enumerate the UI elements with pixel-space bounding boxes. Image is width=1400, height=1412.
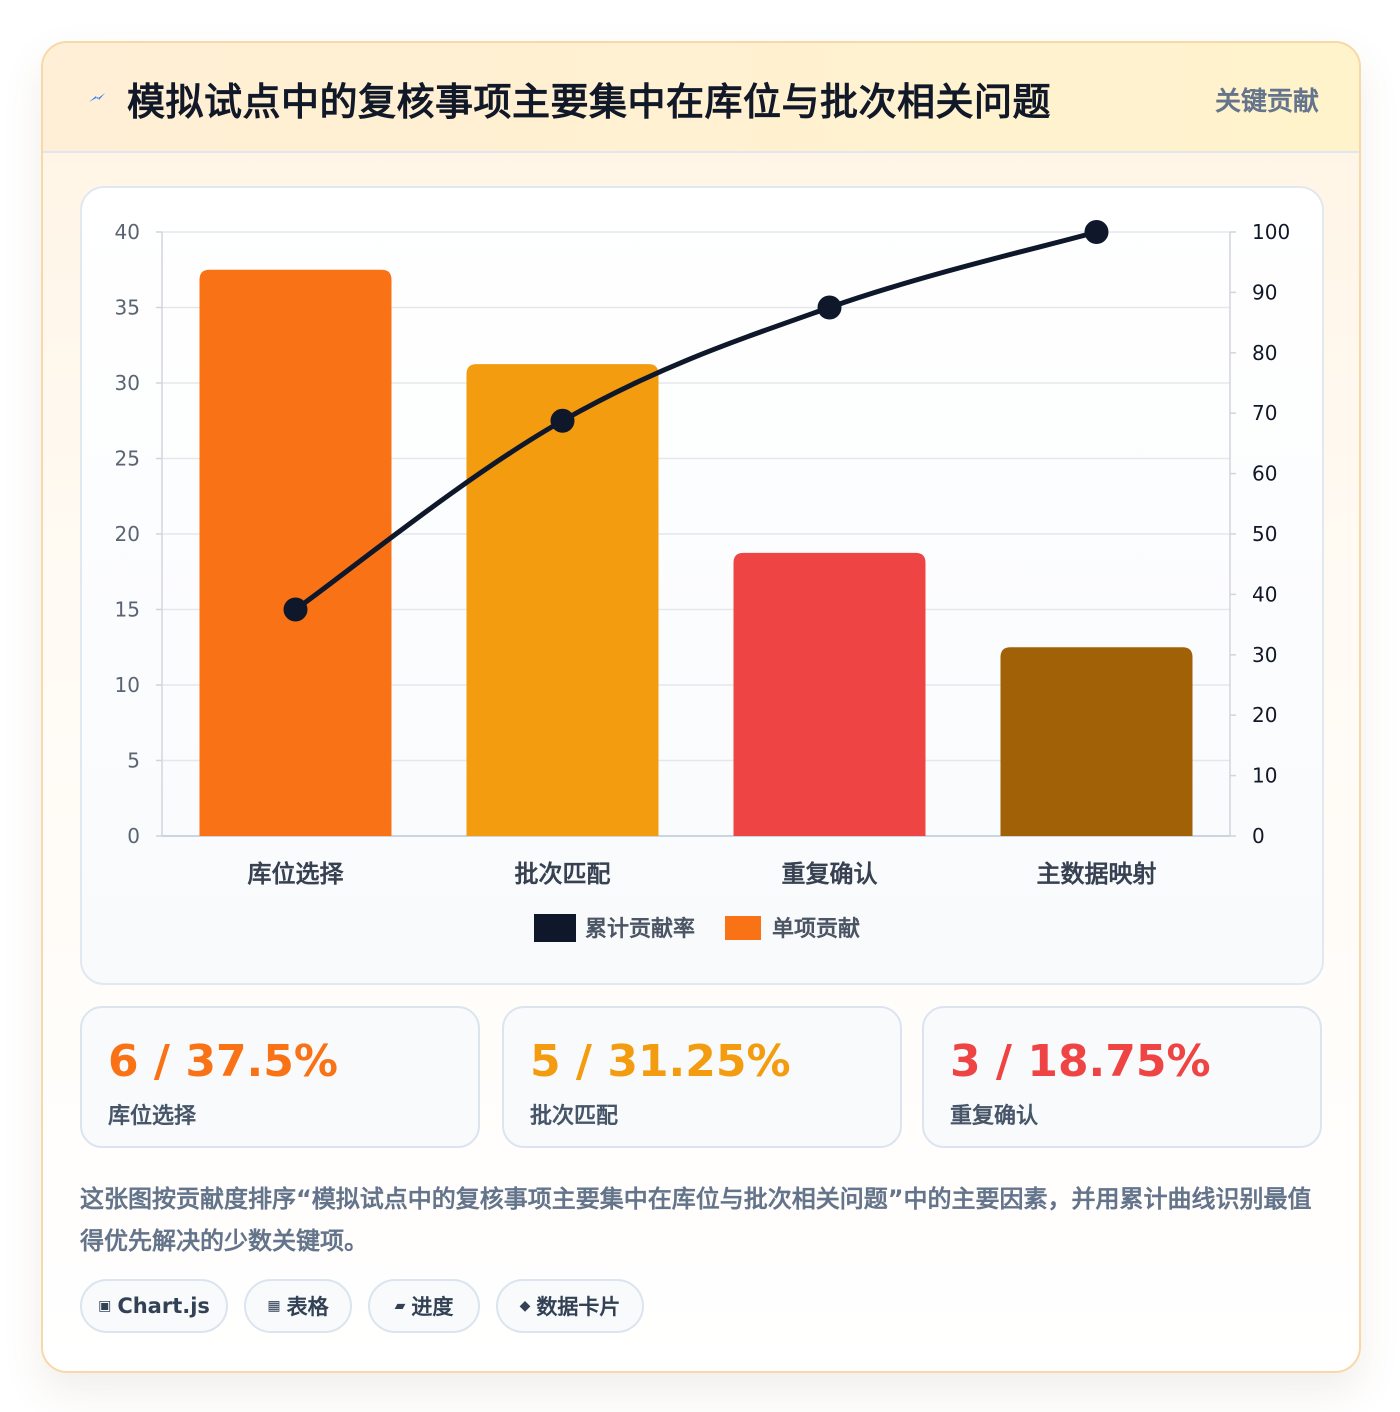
cumulative-point <box>550 408 575 433</box>
legend-swatch-cumulative <box>534 914 576 942</box>
x-tick-label: 库位选择 <box>248 860 345 888</box>
stat-card-batch: 5 / 31.25% 批次匹配 <box>502 1006 902 1148</box>
bar-1 <box>199 269 392 836</box>
y-right-tick-label: 100 <box>1252 220 1290 244</box>
chip-label: 表格 <box>286 1295 329 1319</box>
chart-icon: ▣ <box>98 1298 112 1314</box>
cumulative-point <box>1084 220 1109 244</box>
progress-icon: ▰ <box>394 1298 406 1314</box>
stat-card-location: 6 / 37.5% 库位选择 <box>80 1006 480 1148</box>
chip-table[interactable]: ▦ 表格 <box>244 1279 352 1333</box>
y-right-tick-label: 0 <box>1252 824 1265 848</box>
stat-value: 3 / 18.75% <box>950 1036 1211 1087</box>
y-left-tick-label: 25 <box>115 447 140 471</box>
chip-data-card[interactable]: ◆ 数据卡片 <box>496 1279 644 1333</box>
y-left-tick-label: 40 <box>115 220 140 244</box>
cumulative-point <box>817 295 842 320</box>
y-right-tick-label: 80 <box>1252 341 1277 365</box>
table-icon: ▦ <box>267 1298 281 1314</box>
stat-value: 5 / 31.25% <box>530 1036 791 1087</box>
y-left-tick-label: 10 <box>115 673 140 697</box>
y-left-tick-label: 35 <box>115 296 140 320</box>
y-right-tick-label: 30 <box>1252 643 1277 667</box>
bar-2 <box>466 364 659 836</box>
y-left-tick-label: 15 <box>115 598 140 622</box>
bar-4 <box>1000 647 1193 836</box>
x-tick-label: 批次匹配 <box>515 860 611 888</box>
stat-card-duplicate: 3 / 18.75% 重复确认 <box>922 1006 1322 1148</box>
legend-label-cumulative: 累计贡献率 <box>585 916 695 942</box>
y-right-tick-label: 60 <box>1252 462 1277 486</box>
cumulative-point <box>283 597 308 622</box>
stat-value: 6 / 37.5% <box>108 1036 338 1087</box>
stat-label: 重复确认 <box>950 1104 1039 1129</box>
x-tick-label: 重复确认 <box>782 860 878 888</box>
y-left-tick-label: 30 <box>115 371 140 395</box>
report-card: 模拟试点中的复核事项主要集中在库位与批次相关问题 关键贡献 0 5 10 15 20 25… <box>41 41 1361 1373</box>
chip-label: 进度 <box>411 1295 454 1319</box>
legend-label-single: 单项贡献 <box>772 916 860 942</box>
chart-panel: 0 5 10 15 20 25 30 35 40 0 10 20 30 40 50 60 70 80 90 100 库位… <box>80 186 1324 985</box>
chip-label: Chart.js <box>117 1294 210 1318</box>
y-left-tick-label: 20 <box>115 522 140 546</box>
card-header: 模拟试点中的复核事项主要集中在库位与批次相关问题 关键贡献 <box>43 43 1359 153</box>
card-icon: ◆ <box>519 1298 531 1314</box>
y-left-tick-label: 0 <box>127 824 140 848</box>
y-left-tick-label: 5 <box>127 749 140 773</box>
key-contribution-badge: 关键贡献 <box>1214 87 1319 117</box>
pareto-chart: 0 5 10 15 20 25 30 35 40 0 10 20 30 40 50 60 70 80 90 100 库位… <box>115 220 1290 942</box>
y-right-tick-label: 70 <box>1252 401 1277 425</box>
y-right-tick-label: 40 <box>1252 582 1277 606</box>
chip-progress[interactable]: ▰ 进度 <box>368 1279 480 1333</box>
y-right-tick-label: 20 <box>1252 703 1277 727</box>
chip-chartjs[interactable]: ▣ Chart.js <box>80 1279 228 1333</box>
stat-label: 批次匹配 <box>530 1104 619 1129</box>
stat-label: 库位选择 <box>108 1104 197 1129</box>
y-right-tick-label: 90 <box>1252 280 1277 304</box>
bar-3 <box>733 552 926 836</box>
x-tick-label: 主数据映射 <box>1037 860 1157 888</box>
legend-swatch-single <box>725 916 761 940</box>
cumulative-line <box>293 229 1099 612</box>
lightning-icon <box>89 93 105 102</box>
chart-description: 这张图按贡献度排序“模拟试点中的复核事项主要集中在库位与批次相关问题”中的主要因… <box>80 1185 1312 1255</box>
page-title: 模拟试点中的复核事项主要集中在库位与批次相关问题 <box>127 80 1052 124</box>
y-right-tick-label: 50 <box>1252 522 1277 546</box>
y-right-tick-label: 10 <box>1252 764 1277 788</box>
chip-label: 数据卡片 <box>536 1295 621 1319</box>
